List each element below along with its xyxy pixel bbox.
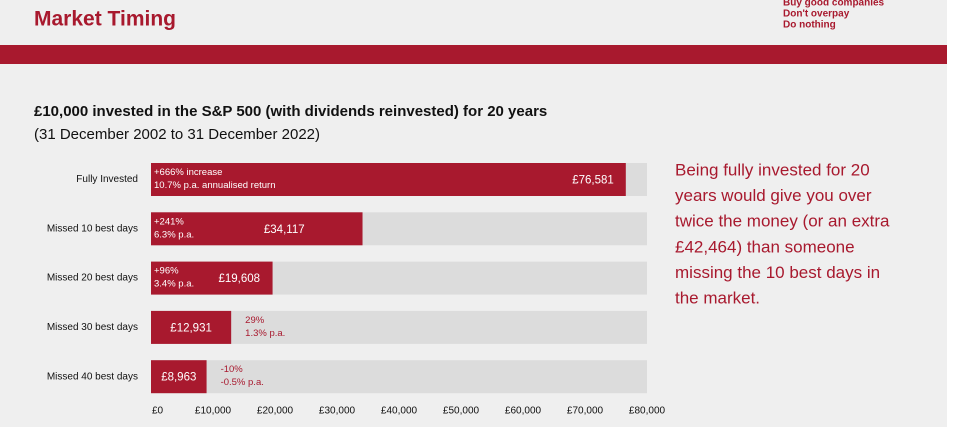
tagline: Do nothing — [783, 20, 836, 31]
value-label: £34,117 — [264, 224, 305, 236]
category-label: Fully Invested — [76, 174, 138, 185]
bar-annotation: 29% — [245, 315, 265, 326]
value-label: £19,608 — [218, 273, 260, 285]
bar-annotation: -0.5% p.a. — [221, 377, 264, 388]
bar-annotation: 1.3% p.a. — [245, 328, 285, 339]
header-band — [0, 45, 947, 64]
commentary-line: missing the 10 best days in — [675, 263, 880, 282]
chart-title: £10,000 invested in the S&P 500 (with di… — [34, 103, 547, 120]
category-label: Missed 10 best days — [47, 223, 138, 234]
x-tick-label: £10,000 — [195, 406, 232, 417]
x-tick-label: £80,000 — [629, 406, 666, 417]
category-label: Missed 30 best days — [47, 322, 138, 333]
value-label: £12,931 — [170, 322, 212, 334]
x-tick-label: £60,000 — [505, 406, 542, 417]
commentary-line: twice the money (or an extra — [675, 212, 890, 231]
x-tick-label: £0 — [152, 406, 164, 417]
commentary-line: the market. — [675, 288, 760, 307]
bar-annotation: 6.3% p.a. — [154, 229, 194, 240]
commentary-line: £42,464) than someone — [675, 237, 855, 256]
x-tick-label: £70,000 — [567, 406, 604, 417]
bar-annotation: +241% — [154, 216, 184, 227]
x-tick-label: £20,000 — [257, 406, 294, 417]
value-label: £8,963 — [161, 372, 196, 384]
chart-subtitle: (31 December 2002 to 31 December 2022) — [34, 126, 320, 143]
x-tick-label: £30,000 — [319, 406, 356, 417]
tagline: Don't overpay — [783, 9, 850, 20]
commentary-line: Being fully invested for 20 — [675, 160, 870, 179]
bar-annotation: 3.4% p.a. — [154, 279, 194, 290]
tagline: Buy good companies — [783, 0, 885, 9]
x-tick-label: £40,000 — [381, 406, 418, 417]
value-label: £76,581 — [572, 175, 614, 187]
bar-annotation: +96% — [154, 266, 179, 277]
bar-annotation: +666% increase — [154, 167, 222, 178]
bar — [151, 310, 232, 344]
bar — [151, 163, 626, 196]
category-label: Missed 40 best days — [47, 371, 138, 382]
x-tick-label: £50,000 — [443, 406, 480, 417]
bar-track — [151, 360, 647, 394]
slide-title: Market Timing — [34, 8, 176, 31]
bar-annotation: 10.7% p.a. annualised return — [154, 180, 275, 191]
bar-track — [151, 310, 647, 344]
category-label: Missed 20 best days — [47, 273, 138, 284]
bar-annotation: -10% — [221, 364, 244, 375]
bar — [151, 360, 207, 394]
bar — [151, 212, 363, 246]
bar — [151, 261, 273, 295]
commentary-line: years would give you over — [675, 186, 872, 205]
